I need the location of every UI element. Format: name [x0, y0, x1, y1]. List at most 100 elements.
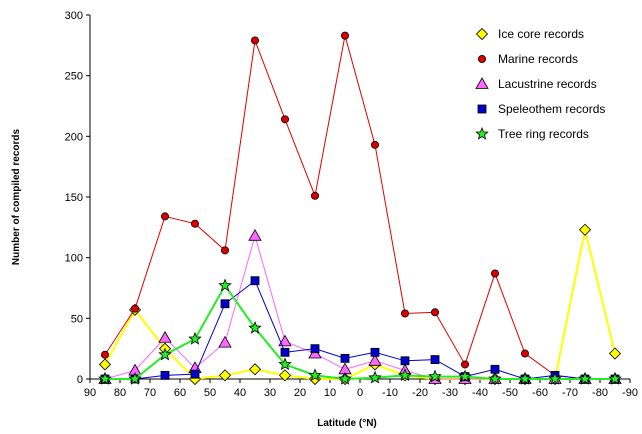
data-point	[310, 191, 319, 200]
y-tick-label: 0	[77, 374, 83, 386]
x-tick-label: -70	[562, 387, 578, 399]
data-point	[460, 360, 469, 369]
series-line	[105, 283, 615, 381]
series-layer	[98, 31, 622, 386]
x-tick-label: -20	[412, 387, 428, 399]
data-point	[158, 347, 172, 361]
data-point	[160, 370, 170, 380]
series-star	[98, 278, 622, 385]
data-point	[130, 304, 139, 313]
legend-label: Lacustrine records	[498, 77, 597, 91]
data-point	[220, 246, 229, 255]
x-tick-label: -30	[442, 387, 458, 399]
data-point	[278, 334, 292, 347]
x-tick-label: 60	[174, 387, 186, 399]
data-point	[340, 31, 349, 40]
data-point	[398, 368, 412, 382]
data-point	[370, 347, 380, 357]
data-point	[248, 229, 262, 241]
series-line	[104, 229, 616, 381]
y-tick-label: 150	[65, 192, 83, 204]
data-point	[248, 320, 262, 334]
data-point	[338, 371, 352, 385]
legend-label: Speleothem records	[498, 102, 605, 116]
y-axis-title: Number of compiled records	[11, 128, 22, 265]
data-point	[98, 358, 112, 371]
data-point	[160, 212, 169, 221]
data-point	[250, 276, 260, 286]
x-tick-label: 50	[204, 387, 216, 399]
series-diamond	[98, 223, 622, 386]
y-tick-label: 250	[65, 71, 83, 83]
data-point	[340, 353, 350, 363]
x-tick-label: 30	[264, 387, 276, 399]
legend: Ice core records Marine records Lacustrine…	[475, 27, 605, 141]
x-tick-label: 40	[234, 387, 246, 399]
data-point	[128, 371, 142, 385]
legend-label: Ice core records	[498, 27, 584, 41]
data-point	[400, 309, 409, 318]
x-tick-label: -60	[532, 387, 548, 399]
data-point	[280, 115, 289, 124]
x-tick-label: 10	[324, 387, 336, 399]
legend-marker	[475, 77, 489, 89]
y-tick-label: 300	[65, 10, 83, 22]
data-point	[101, 350, 110, 359]
data-point	[548, 371, 562, 385]
x-tick-label: 0	[357, 387, 363, 399]
data-point	[430, 355, 440, 364]
data-point	[220, 299, 230, 309]
data-point	[521, 349, 530, 358]
series-line	[104, 35, 615, 380]
data-point	[518, 371, 532, 385]
y-tick-label: 100	[65, 253, 83, 265]
data-point	[608, 347, 622, 360]
data-point	[578, 223, 592, 236]
data-point	[458, 369, 472, 383]
x-tick-label: -40	[472, 387, 488, 399]
data-point	[578, 371, 592, 385]
data-point	[218, 278, 232, 292]
x-axis-title: Latitude (°N)	[317, 418, 377, 429]
x-tick-label: -80	[592, 387, 608, 399]
legend-marker	[475, 126, 489, 140]
data-point	[190, 219, 199, 228]
data-point	[490, 269, 499, 278]
data-point	[188, 331, 202, 345]
series-line	[104, 233, 615, 380]
y-tick-label: 200	[65, 131, 83, 143]
data-point	[218, 369, 232, 382]
data-point	[430, 308, 439, 317]
data-point	[608, 371, 622, 385]
data-point	[488, 371, 502, 385]
x-tick-label: -10	[382, 387, 398, 399]
data-point	[368, 353, 382, 366]
data-point	[190, 369, 200, 379]
data-point	[278, 369, 292, 382]
x-tick-label: -50	[502, 387, 518, 399]
data-point	[308, 368, 322, 382]
y-tick-label: 50	[71, 313, 83, 325]
x-tick-label: 70	[144, 387, 156, 399]
legend-label: Marine records	[498, 52, 578, 66]
data-point	[250, 36, 259, 45]
data-point	[278, 357, 292, 371]
x-tick-label: 80	[114, 387, 126, 399]
legend-label: Tree ring records	[498, 127, 589, 141]
data-point	[400, 356, 410, 366]
data-point	[158, 330, 172, 343]
data-point	[370, 140, 379, 149]
data-point	[368, 370, 382, 384]
x-tick-label: -90	[622, 387, 638, 399]
legend-marker	[477, 55, 486, 64]
x-tick-label: 20	[294, 387, 306, 399]
data-point	[98, 371, 112, 385]
series-square	[100, 276, 620, 384]
legend-marker	[475, 27, 489, 41]
x-tick-label: 90	[84, 387, 96, 399]
data-point	[248, 363, 262, 376]
data-point	[280, 347, 290, 357]
data-point	[428, 369, 442, 383]
